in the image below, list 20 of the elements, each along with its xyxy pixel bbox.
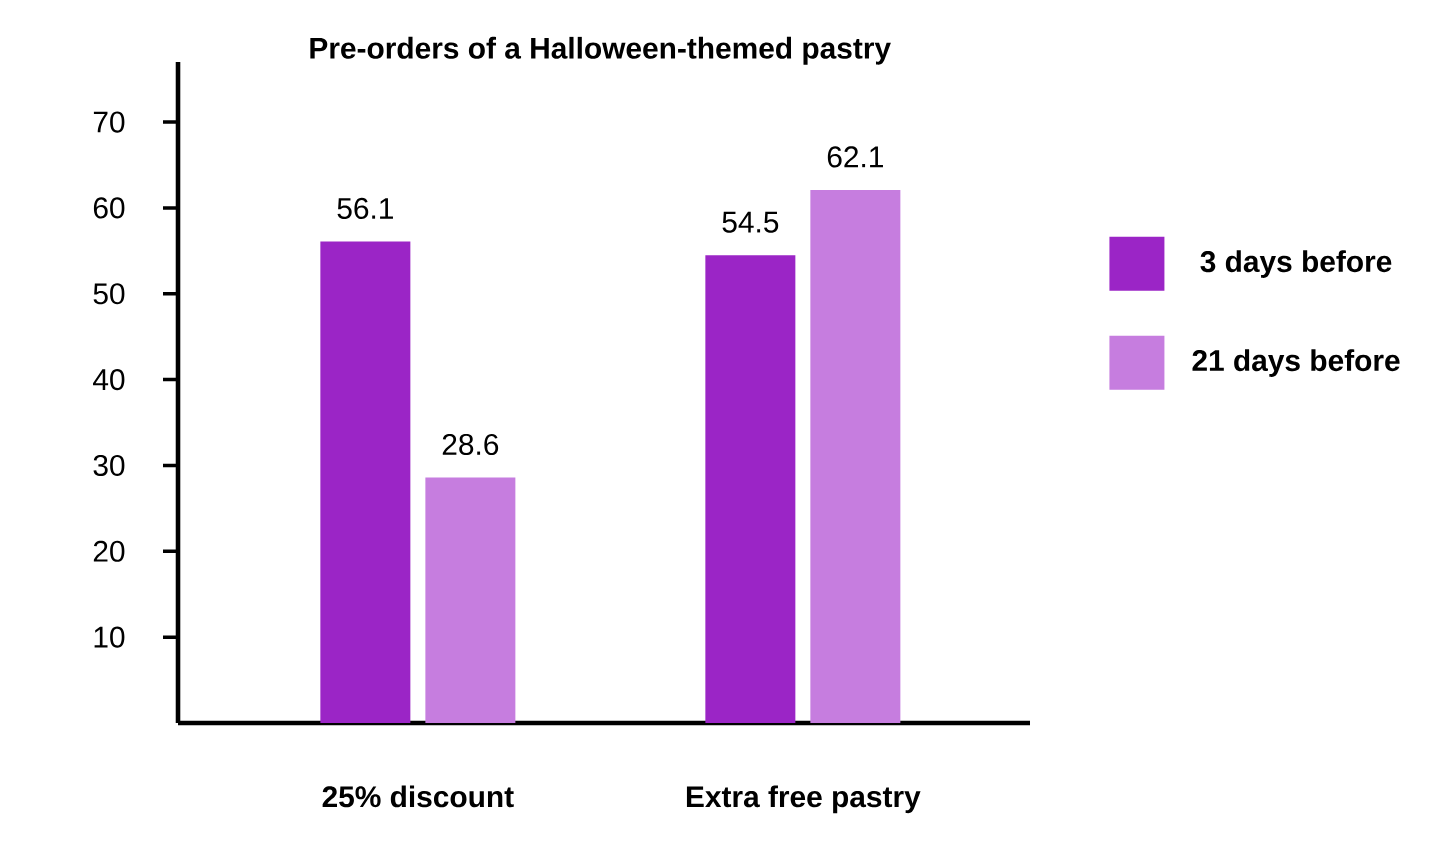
- y-tick-label: 60: [93, 197, 125, 219]
- bar: [810, 189, 901, 723]
- x-tick-label: Extra free pastry: [686, 785, 921, 814]
- legend-label: 21 days before: [1192, 349, 1400, 378]
- data-label: 56.1: [337, 197, 393, 219]
- data-label: 54.5: [722, 211, 779, 233]
- bar: [425, 477, 516, 723]
- y-tick-label: 30: [93, 454, 125, 477]
- chart-title: Pre-orders of a Halloween-themed pastry: [310, 36, 891, 65]
- bar: [705, 255, 796, 723]
- y-tick-label: 70: [93, 111, 125, 133]
- data-label: 62.1: [827, 146, 883, 168]
- data-label: 28.6: [442, 433, 499, 456]
- y-tick-label: 40: [93, 369, 125, 391]
- legend-label: 3 days before: [1200, 250, 1392, 279]
- y-tick-label: 20: [93, 540, 125, 562]
- bar: [320, 241, 411, 723]
- y-tick-label: 10: [94, 626, 125, 648]
- x-tick-label: 25% discount: [322, 785, 514, 808]
- y-tick-label: 50: [93, 283, 125, 305]
